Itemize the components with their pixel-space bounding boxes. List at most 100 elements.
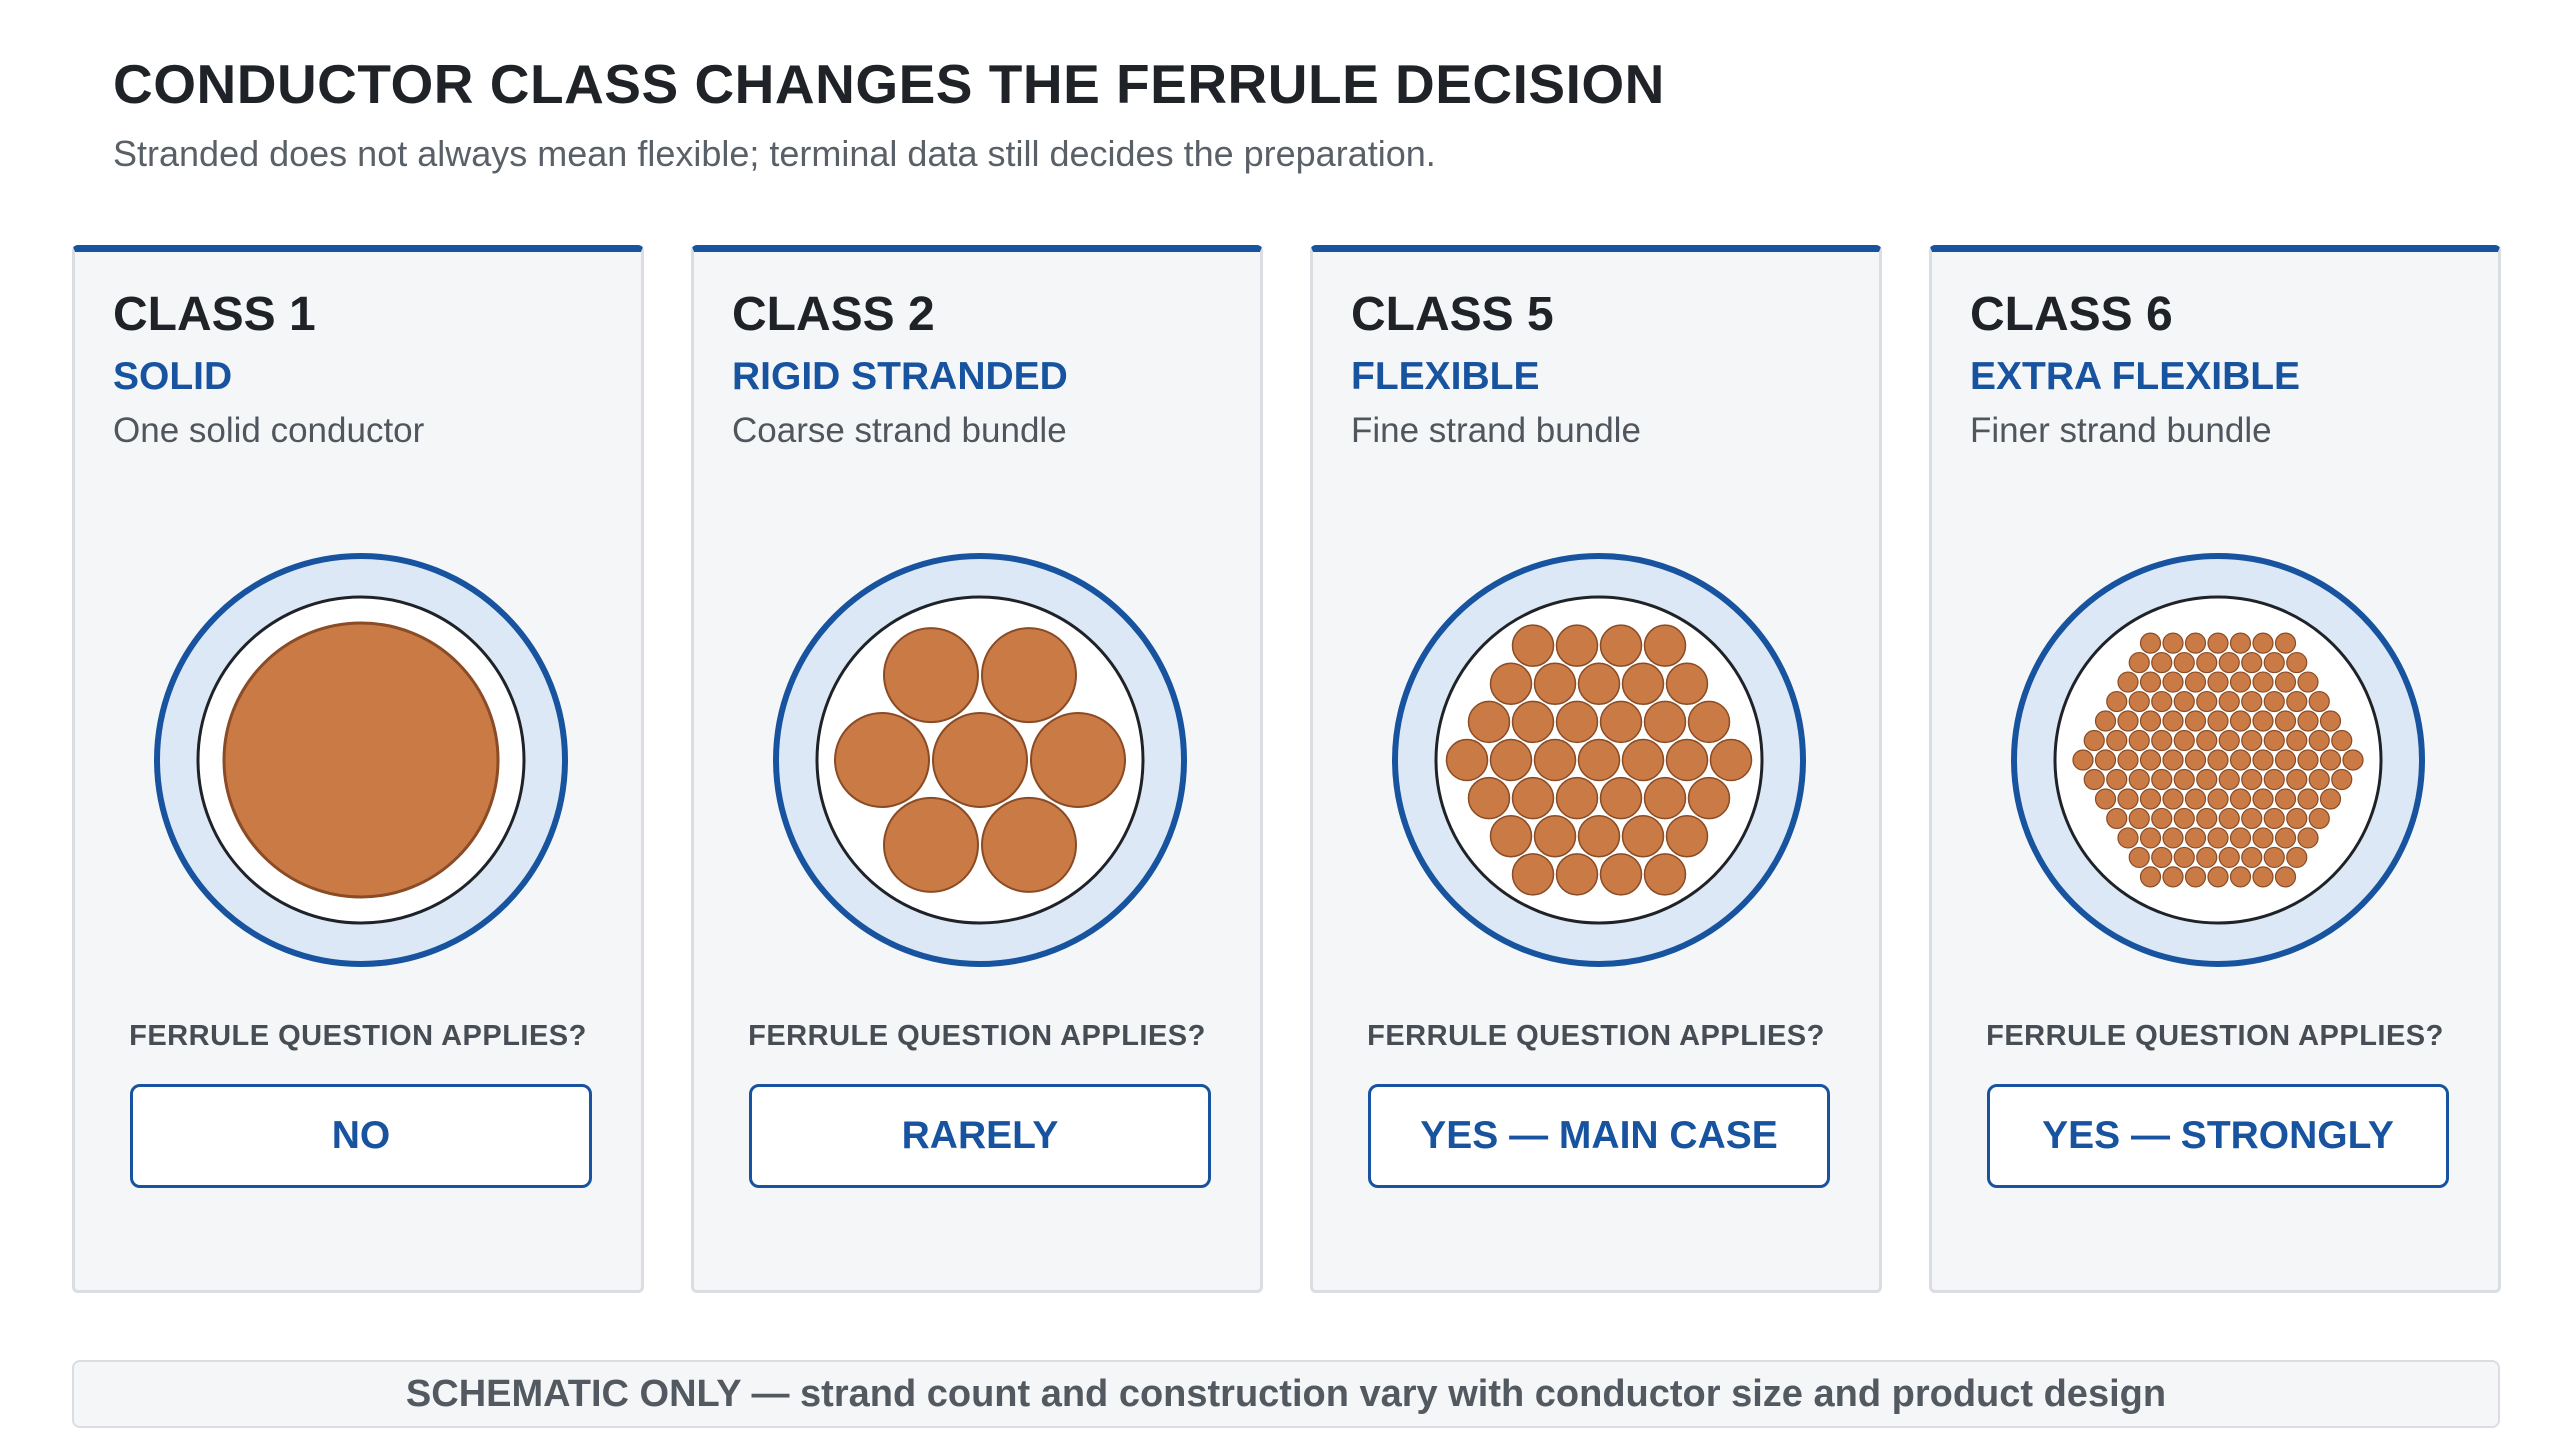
copper-strand <box>2319 788 2342 810</box>
copper-strand <box>2241 651 2263 674</box>
cross-section-svg <box>2011 553 2425 967</box>
page-title: CONDUCTOR CLASS CHANGES THE FERRULE DECI… <box>113 53 1665 115</box>
copper-strand <box>1577 738 1621 782</box>
copper-strand <box>2331 729 2353 752</box>
copper-strand <box>2218 690 2240 713</box>
copper-strand <box>2263 651 2285 674</box>
class-cards: CLASS 1 SOLID One solid conductor FERRUL… <box>72 245 2501 1295</box>
copper-strand <box>1709 738 1753 782</box>
ferrule-question: FERRULE QUESTION APPLIES? <box>748 1020 1206 1052</box>
ferrule-question: FERRULE QUESTION APPLIES? <box>1367 1020 1825 1052</box>
copper-strand <box>2106 729 2128 752</box>
copper-strand <box>2196 807 2218 830</box>
copper-strand <box>2218 651 2240 674</box>
copper-strand <box>2162 749 2184 771</box>
copper-strand <box>2128 651 2150 674</box>
copper-strand <box>883 627 979 724</box>
copper-strand <box>1577 814 1621 858</box>
copper-strand <box>2162 866 2184 888</box>
copper-strand <box>981 627 1077 724</box>
copper-strand <box>2117 827 2139 849</box>
copper-strand <box>1599 624 1643 667</box>
solid-conductor <box>222 621 500 899</box>
copper-strand <box>1511 624 1555 667</box>
fine-strand-cross-section <box>1391 552 1807 968</box>
copper-strand <box>2184 671 2207 693</box>
card-type-label: FLEXIBLE <box>1351 355 1540 398</box>
copper-strand <box>2207 749 2229 771</box>
conductor-group <box>222 621 500 899</box>
copper-strand <box>1555 853 1599 896</box>
copper-strand <box>2241 729 2263 752</box>
copper-strand <box>2207 827 2229 849</box>
class-card-6: CLASS 6 EXTRA FLEXIBLE Finer strand bund… <box>1929 245 2501 1293</box>
copper-strand <box>2196 690 2218 713</box>
card-description: Coarse strand bundle <box>732 411 1067 450</box>
copper-strand <box>2173 846 2195 869</box>
copper-strand <box>2297 827 2319 849</box>
copper-strand <box>2286 807 2308 830</box>
copper-strand <box>2173 768 2195 791</box>
copper-strand <box>2241 807 2263 830</box>
copper-strand <box>2263 729 2285 752</box>
ferrule-answer-badge: YES — STRONGLY <box>1987 1084 2449 1188</box>
copper-strand <box>1643 853 1687 896</box>
copper-strand <box>1511 853 1555 896</box>
copper-strand <box>2184 632 2207 654</box>
copper-strand <box>2184 866 2207 888</box>
copper-strand <box>2297 788 2319 810</box>
card-type-label: EXTRA FLEXIBLE <box>1970 355 2301 398</box>
copper-strand <box>1687 776 1731 820</box>
page-subtitle: Stranded does not always mean flexible; … <box>113 133 1436 174</box>
copper-strand <box>2196 729 2218 752</box>
ferrule-answer-badge: YES — MAIN CASE <box>1368 1084 1830 1188</box>
copper-strand <box>2297 671 2319 693</box>
class-card-2: CLASS 2 RIGID STRANDED Coarse strand bun… <box>691 245 1263 1293</box>
ferrule-question: FERRULE QUESTION APPLIES? <box>129 1020 587 1052</box>
copper-strand <box>2072 749 2094 771</box>
copper-strand <box>2252 827 2274 849</box>
copper-strand <box>981 796 1077 893</box>
copper-strand <box>1577 662 1621 706</box>
copper-strand <box>2252 671 2274 693</box>
copper-strand <box>2274 788 2297 810</box>
copper-strand <box>2286 729 2308 752</box>
copper-strand <box>2117 788 2139 810</box>
copper-strand <box>2151 807 2173 830</box>
copper-strand <box>2241 690 2263 713</box>
copper-strand <box>2117 671 2139 693</box>
copper-strand <box>2297 710 2319 732</box>
copper-strand <box>1511 700 1555 744</box>
copper-strand <box>1489 814 1533 858</box>
copper-strand <box>1489 738 1533 782</box>
cross-section-svg <box>1392 553 1806 967</box>
copper-strand <box>2196 846 2218 869</box>
copper-strand <box>2162 632 2184 654</box>
copper-strand <box>1665 738 1709 782</box>
copper-strand <box>1445 738 1489 782</box>
copper-strand <box>2139 632 2162 654</box>
copper-strand <box>2229 632 2252 654</box>
copper-strand <box>2128 807 2150 830</box>
copper-strand <box>1643 624 1687 667</box>
copper-strand <box>1030 712 1126 808</box>
copper-strand <box>2286 690 2308 713</box>
copper-strand <box>2263 807 2285 830</box>
copper-strand <box>2162 710 2184 732</box>
card-class-label: CLASS 5 <box>1351 288 1554 341</box>
copper-strand <box>2173 690 2195 713</box>
copper-strand <box>2094 788 2117 810</box>
copper-strand <box>834 712 930 808</box>
copper-strand <box>2083 768 2105 791</box>
card-description: Fine strand bundle <box>1351 411 1641 450</box>
copper-strand <box>2139 749 2162 771</box>
copper-strand <box>2274 866 2297 888</box>
copper-strand <box>1621 738 1665 782</box>
copper-strand <box>1533 662 1577 706</box>
card-class-label: CLASS 6 <box>1970 288 2173 341</box>
copper-strand <box>2207 866 2229 888</box>
copper-strand <box>2207 710 2229 732</box>
copper-strand <box>2297 749 2319 771</box>
copper-strand <box>1489 662 1533 706</box>
copper-strand <box>2218 807 2240 830</box>
